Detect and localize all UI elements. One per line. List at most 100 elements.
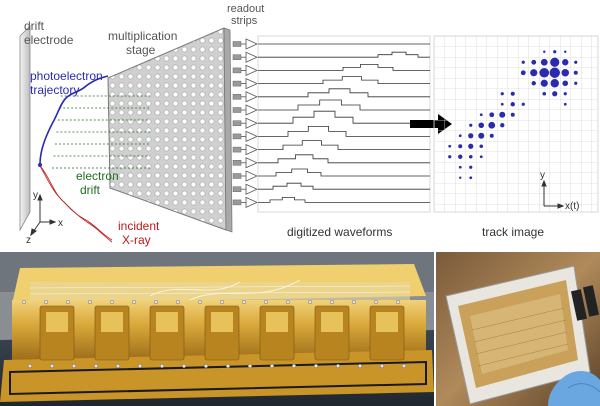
track-pixel-dot	[500, 92, 504, 96]
waveform-trace	[258, 51, 430, 58]
readout-strip	[232, 117, 258, 129]
multiplication-stage-plate	[107, 27, 227, 231]
track-pixel-dot	[564, 50, 567, 53]
readout-strip	[232, 183, 258, 195]
track-image-grid	[433, 35, 599, 213]
photoelectron-trajectory	[39, 75, 109, 165]
track-image-label: track image	[482, 225, 544, 239]
track-pixel-dot	[510, 102, 515, 107]
track-pixel-dot	[469, 176, 473, 180]
drift-electrode-plate	[19, 25, 31, 232]
track-pixel-dot	[489, 133, 494, 138]
gold-detector-photo	[0, 252, 434, 406]
digitized-waveforms-label: digitized waveforms	[287, 225, 392, 239]
track-pixel-dot	[499, 111, 506, 118]
track-axes	[541, 179, 565, 209]
photoelectron-trajectory-label: photoelectron trajectory	[30, 69, 103, 97]
track-pixel-dot	[458, 144, 463, 149]
schematic-panel: drift electrode multiplication stage reado…	[19, 3, 599, 247]
multiplication-stage-edge	[223, 27, 233, 233]
waveform-trace	[258, 168, 430, 177]
incident-xray-label: incident X-ray	[118, 219, 160, 247]
track-pixel-dot	[469, 123, 473, 127]
track-pixel-dot	[550, 57, 560, 67]
waveform-trace	[258, 88, 430, 98]
electron-drift-label: electron drift	[76, 169, 119, 197]
track-pixel-dot	[521, 60, 525, 64]
track-pixel-dot	[553, 50, 557, 54]
track-pixel-dot	[478, 122, 485, 129]
track-pixel-dot	[562, 59, 569, 66]
readout-strip	[232, 38, 258, 50]
track-pixel-dot	[479, 155, 483, 159]
track-pixel-dot	[458, 154, 463, 159]
track-pixel-dot	[531, 59, 537, 65]
track-pixel-dot	[500, 123, 505, 128]
track-pixel-dot	[574, 60, 578, 64]
drift-electrode-label: drift electrode	[24, 19, 74, 47]
readout-strip	[232, 157, 258, 169]
track-pixel-dot	[531, 81, 536, 86]
readout-strip	[232, 170, 258, 182]
track-dots	[448, 50, 578, 180]
track-pixel-dot	[521, 102, 525, 106]
waveform-trace	[258, 64, 430, 71]
waveform-trace	[258, 76, 430, 84]
track-pixel-dot	[552, 91, 558, 97]
track-pixel-dot	[540, 79, 548, 87]
track-pixel-dot	[543, 50, 546, 53]
track-pixel-dot	[479, 144, 484, 149]
axis-z-label: z	[26, 235, 31, 246]
track-pixel-dot	[458, 165, 462, 169]
xyz-axes	[30, 193, 57, 237]
track-pixel-dot	[562, 80, 569, 87]
track-pixel-dot	[549, 67, 560, 78]
readout-strip	[232, 130, 258, 143]
axis-y-label: y	[33, 190, 38, 201]
readout-strip	[232, 196, 258, 209]
readout-strip	[232, 51, 258, 63]
track-pixel-dot	[459, 176, 462, 179]
track-pixel-dot	[520, 70, 526, 76]
track-pixel-dot	[563, 102, 567, 106]
waveform-trace	[258, 182, 430, 190]
track-pixel-dot	[448, 155, 452, 159]
gem-frame-photo	[436, 252, 600, 406]
readout-strip	[232, 91, 258, 103]
waveform-trace	[258, 154, 430, 164]
waveform-box	[257, 35, 431, 213]
track-pixel-dot	[530, 69, 538, 77]
track-pixel-dot	[542, 91, 547, 96]
waveform-trace	[258, 140, 430, 150]
readout-strip	[232, 77, 258, 90]
track-pixel-dot	[573, 70, 578, 75]
waveform-trace	[258, 197, 430, 203]
readout-strip	[232, 104, 258, 116]
track-pixel-dot	[510, 91, 515, 96]
track-axis-y-label: y	[540, 170, 545, 181]
track-pixel-dot	[468, 154, 473, 159]
track-pixel-dot	[540, 58, 548, 66]
waveform-trace	[258, 126, 430, 137]
track-pixel-dot	[500, 102, 504, 106]
track-pixel-dot	[539, 67, 550, 78]
track-pixel-dot	[574, 81, 578, 85]
track-pixel-dot	[458, 134, 462, 138]
readout-strip	[232, 143, 258, 156]
waveform-trace	[258, 99, 430, 111]
track-pixel-dot	[561, 68, 570, 77]
readout-strips	[232, 38, 258, 209]
track-pixel-dot	[468, 143, 474, 149]
multiplication-stage-label: multiplication stage	[108, 29, 177, 57]
track-pixel-dot	[510, 112, 515, 117]
track-pixel-dot	[448, 144, 452, 148]
track-pixel-dot	[478, 132, 485, 139]
track-pixel-dot	[468, 133, 474, 139]
track-pixel-dot	[489, 112, 495, 118]
readout-strips-label: readout strips	[227, 3, 264, 27]
track-pixel-dot	[469, 165, 473, 169]
waveform-trace	[258, 110, 430, 124]
readout-strip	[232, 64, 258, 77]
incident-xray-line-2	[40, 166, 113, 243]
digitized-waveforms	[258, 43, 430, 203]
